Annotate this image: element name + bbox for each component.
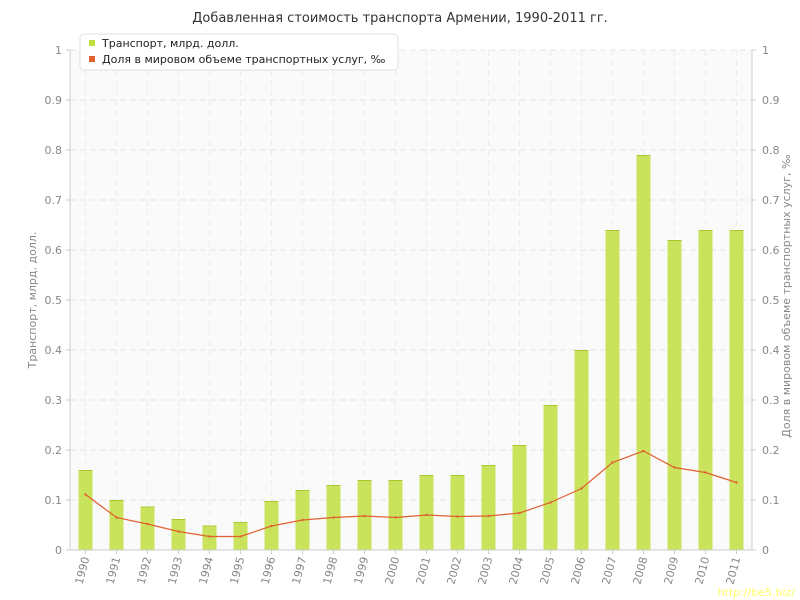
- line-point-1993: [177, 530, 180, 533]
- bar-2006[interactable]: [574, 350, 589, 550]
- bar-1993[interactable]: [171, 519, 186, 550]
- bar-2010[interactable]: [698, 230, 713, 550]
- bar-top-1999: [357, 480, 372, 481]
- bar-2005[interactable]: [543, 405, 558, 550]
- bar-1992[interactable]: [140, 506, 155, 551]
- y-tick-label-right: 0.2: [762, 444, 780, 457]
- bar-top-2004: [512, 445, 527, 446]
- y-tick-label-left: 1: [55, 44, 62, 57]
- bar-top-1997: [295, 490, 310, 491]
- bar-2011[interactable]: [729, 230, 744, 550]
- legend[interactable]: Транспорт, млрд. долл. Доля в мировом об…: [79, 33, 399, 71]
- chart-title: Добавленная стоимость транспорта Армении…: [192, 11, 608, 26]
- y-axis-title-right: Доля в мировом объеме транспортных услуг…: [780, 154, 793, 438]
- bar-2007[interactable]: [605, 230, 620, 550]
- y-tick-label-left: 0.9: [45, 94, 63, 107]
- y-tick-label-left: 0: [55, 544, 62, 557]
- y-tick-label-right: 0.7: [762, 194, 780, 207]
- y-tick-label-right: 1: [762, 44, 769, 57]
- bar-top-2006: [574, 350, 589, 351]
- y-tick-label-left: 0.4: [45, 344, 63, 357]
- line-point-1992: [146, 522, 149, 526]
- line-point-1996: [270, 524, 273, 528]
- line-point-2006: [580, 487, 583, 490]
- bar-2001[interactable]: [419, 475, 434, 550]
- watermark: http://be5.biz/: [718, 586, 796, 599]
- line-point-2007: [611, 461, 614, 464]
- bar-series: [78, 155, 744, 551]
- bar-top-2000: [388, 480, 403, 481]
- right-axis-ticks: 0 0.1 0.2 0.3 0.4 0.5 0.6 0.7 0.8 0.9 1: [752, 44, 780, 557]
- legend-swatch-line: [89, 56, 95, 62]
- bar-top-1994: [202, 525, 217, 527]
- y-tick-label-left: 0.6: [45, 244, 63, 257]
- line-point-1991: [115, 516, 118, 519]
- bar-top-2005: [543, 405, 558, 406]
- legend-swatch-bar: [89, 40, 95, 46]
- bar-top-2002: [450, 475, 465, 476]
- bar-1991[interactable]: [109, 500, 124, 550]
- y-tick-label-right: 0: [762, 544, 769, 557]
- legend-box: [79, 33, 399, 71]
- legend-item-bar[interactable]: Транспорт, млрд. долл.: [101, 37, 239, 50]
- y-tick-label-left: 0.8: [45, 144, 63, 157]
- bar-top-1993: [171, 519, 186, 520]
- line-point-2001: [425, 513, 428, 517]
- y-tick-label-left: 0.3: [45, 394, 63, 407]
- bar-2009[interactable]: [667, 240, 682, 550]
- bar-2004[interactable]: [512, 445, 527, 550]
- line-point-1997: [301, 518, 304, 522]
- line-point-2000: [394, 516, 397, 519]
- y-tick-label-right: 0.5: [762, 294, 780, 307]
- bar-top-1998: [326, 485, 341, 486]
- bar-top-2007: [605, 230, 620, 231]
- y-tick-label-right: 0.1: [762, 494, 780, 507]
- bar-top-1996: [264, 501, 279, 502]
- line-point-2005: [549, 501, 552, 504]
- bar-top-2010: [698, 230, 713, 231]
- line-point-2003: [487, 514, 490, 518]
- bar-top-2008: [636, 155, 651, 156]
- y-axis-title-left: Транспорт, млрд. долл.: [26, 232, 39, 370]
- left-axis-ticks: 0 0.1 0.2 0.3 0.4 0.5 0.6 0.7 0.8 0.9 1: [45, 44, 70, 557]
- bar-2003[interactable]: [481, 465, 496, 550]
- y-tick-label-right: 0.6: [762, 244, 780, 257]
- line-point-1999: [363, 514, 366, 518]
- bar-top-1992: [140, 506, 155, 508]
- bar-2002[interactable]: [450, 475, 465, 550]
- line-point-2009: [673, 466, 676, 469]
- y-tick-label-left: 0.2: [45, 444, 63, 457]
- bar-2008[interactable]: [636, 155, 651, 550]
- line-point-2004: [518, 511, 521, 515]
- bar-top-1995: [233, 522, 248, 523]
- line-share-world[interactable]: [85, 450, 737, 538]
- bar-top-2003: [481, 465, 496, 466]
- y-tick-label-right: 0.4: [762, 344, 780, 357]
- line-point-2010: [704, 471, 707, 474]
- line-point-2008: [642, 449, 645, 453]
- y-tick-label-left: 0.1: [45, 494, 63, 507]
- bar-1994[interactable]: [202, 525, 217, 551]
- y-tick-label-right: 0.3: [762, 394, 780, 407]
- bar-top-2011: [729, 230, 744, 231]
- legend-item-line[interactable]: Доля в мировом объеме транспортных услуг…: [102, 53, 386, 66]
- bar-top-1990: [78, 470, 93, 471]
- line-point-2002: [456, 515, 459, 518]
- line-series: [84, 449, 738, 538]
- y-tick-label-right: 0.8: [762, 144, 780, 157]
- line-point-2011: [735, 481, 738, 484]
- y-tick-label-left: 0.7: [45, 194, 63, 207]
- y-tick-label-left: 0.5: [45, 294, 63, 307]
- line-point-1998: [332, 516, 335, 519]
- bar-1990[interactable]: [78, 470, 93, 550]
- line-point-1990: [84, 493, 87, 496]
- bar-2000[interactable]: [388, 480, 403, 550]
- line-point-1994: [208, 535, 211, 538]
- bar-top-2009: [667, 240, 682, 241]
- bar-top-2001: [419, 475, 434, 476]
- y-tick-label-right: 0.9: [762, 94, 780, 107]
- line-point-1995: [239, 535, 242, 538]
- bar-top-1991: [109, 500, 124, 501]
